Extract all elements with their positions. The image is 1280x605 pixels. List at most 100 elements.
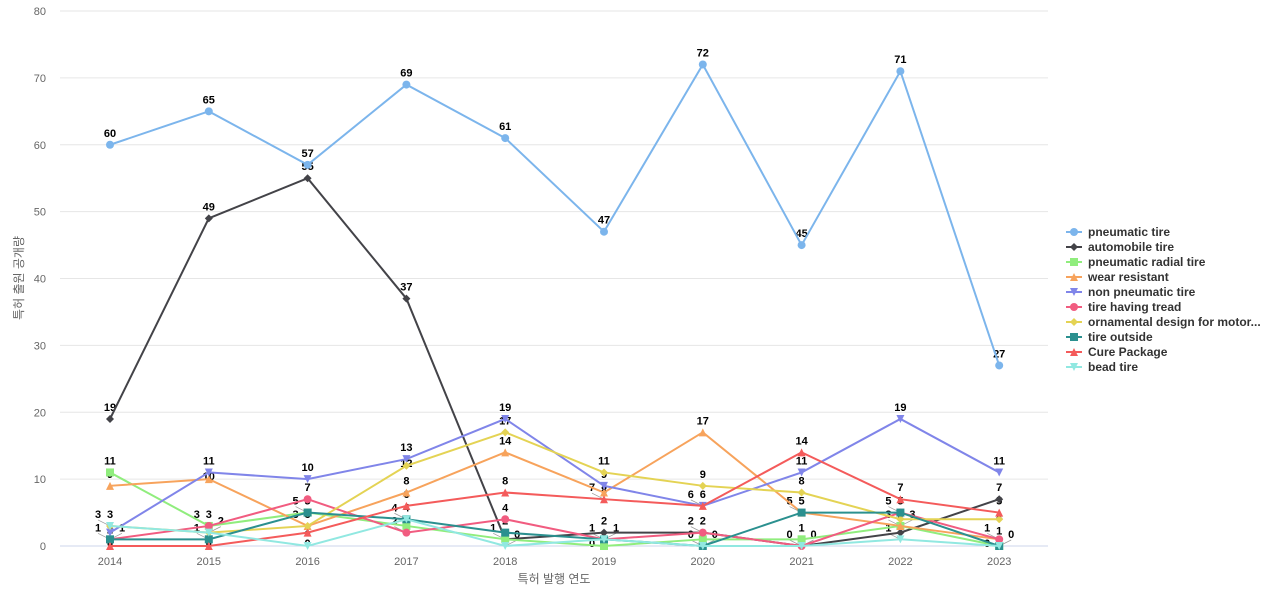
data-point[interactable] xyxy=(698,481,707,490)
data-point[interactable] xyxy=(204,542,213,550)
data-point[interactable] xyxy=(106,481,114,490)
data-point[interactable] xyxy=(204,475,213,484)
legend-item[interactable]: pneumatic tire xyxy=(1066,224,1261,239)
data-point[interactable] xyxy=(402,461,411,470)
data-point[interactable] xyxy=(303,174,312,183)
legend-label: automobile tire xyxy=(1088,239,1175,254)
data-point[interactable] xyxy=(303,495,312,504)
legend-label: tire having tread xyxy=(1088,299,1182,314)
data-point[interactable] xyxy=(600,468,608,477)
x-tick-label: 2016 xyxy=(295,556,319,568)
data-point[interactable] xyxy=(896,495,905,504)
data-point[interactable] xyxy=(501,528,510,537)
data-point[interactable] xyxy=(402,294,411,303)
data-point[interactable] xyxy=(501,535,510,544)
data-point[interactable] xyxy=(501,515,510,524)
data-point[interactable] xyxy=(896,67,905,76)
data-label: 57 xyxy=(301,148,313,160)
data-point[interactable] xyxy=(501,542,510,550)
data-point[interactable] xyxy=(106,521,114,530)
data-point[interactable] xyxy=(698,528,707,537)
data-point[interactable] xyxy=(303,528,312,537)
data-point[interactable] xyxy=(204,107,213,116)
data-point[interactable] xyxy=(402,80,411,89)
data-point[interactable] xyxy=(995,495,1004,504)
data-label: 11 xyxy=(203,455,215,467)
data-point[interactable] xyxy=(698,60,707,69)
data-point[interactable] xyxy=(896,414,905,423)
data-point[interactable] xyxy=(797,508,806,517)
data-point[interactable] xyxy=(995,515,1004,524)
data-point[interactable] xyxy=(501,414,510,423)
data-point[interactable] xyxy=(402,521,411,530)
data-point[interactable] xyxy=(698,535,707,544)
data-point[interactable] xyxy=(600,227,608,236)
data-point[interactable] xyxy=(995,361,1004,370)
data-point[interactable] xyxy=(797,241,806,250)
data-point[interactable] xyxy=(698,542,707,550)
data-label: 8 xyxy=(799,476,805,488)
data-point[interactable] xyxy=(204,214,213,223)
legend-item[interactable]: automobile tire xyxy=(1066,239,1261,254)
data-point[interactable] xyxy=(501,488,510,497)
x-tick-label: 2020 xyxy=(691,556,715,568)
legend-label: ornamental design for motor... xyxy=(1088,314,1261,329)
legend-item[interactable]: non pneumatic tire xyxy=(1066,284,1261,299)
data-point[interactable] xyxy=(896,521,905,530)
data-point[interactable] xyxy=(106,535,114,544)
data-point[interactable] xyxy=(896,535,905,544)
legend-item[interactable]: Cure Package xyxy=(1066,344,1261,359)
data-point[interactable] xyxy=(402,488,411,497)
data-point[interactable] xyxy=(600,495,608,504)
y-tick-label: 60 xyxy=(34,140,46,152)
data-point[interactable] xyxy=(797,448,806,457)
data-point[interactable] xyxy=(303,521,312,530)
data-point[interactable] xyxy=(896,515,905,524)
data-point[interactable] xyxy=(600,481,608,490)
data-point[interactable] xyxy=(600,528,608,537)
data-point[interactable] xyxy=(797,535,806,544)
data-point[interactable] xyxy=(303,508,312,517)
data-point[interactable] xyxy=(204,535,213,544)
data-point[interactable] xyxy=(995,508,1004,517)
data-point[interactable] xyxy=(402,515,411,524)
data-point[interactable] xyxy=(501,448,510,457)
data-point[interactable] xyxy=(303,475,312,484)
data-point[interactable] xyxy=(303,160,312,169)
data-point[interactable] xyxy=(995,542,1004,550)
legend-item[interactable]: ornamental design for motor... xyxy=(1066,314,1261,329)
data-point[interactable] xyxy=(303,542,312,550)
data-point[interactable] xyxy=(600,542,608,550)
legend-item[interactable]: bead tire xyxy=(1066,359,1261,374)
data-point[interactable] xyxy=(797,542,806,550)
data-point[interactable] xyxy=(797,468,806,477)
data-point[interactable] xyxy=(106,528,114,537)
data-point[interactable] xyxy=(106,468,114,477)
data-point[interactable] xyxy=(106,542,114,550)
legend-item[interactable]: pneumatic radial tire xyxy=(1066,254,1261,269)
legend-item[interactable]: wear resistant xyxy=(1066,269,1261,284)
data-point[interactable] xyxy=(896,528,905,537)
data-point[interactable] xyxy=(995,535,1004,544)
legend-item[interactable]: tire outside xyxy=(1066,329,1261,344)
data-point[interactable] xyxy=(698,428,707,437)
data-point[interactable] xyxy=(106,140,114,149)
data-point[interactable] xyxy=(106,414,114,423)
data-point[interactable] xyxy=(402,501,411,510)
data-label: 14 xyxy=(795,435,808,447)
data-point[interactable] xyxy=(600,488,608,497)
data-point[interactable] xyxy=(995,468,1004,477)
data-point[interactable] xyxy=(600,535,608,544)
data-point[interactable] xyxy=(204,528,213,537)
data-point[interactable] xyxy=(896,508,905,517)
data-point[interactable] xyxy=(402,528,411,537)
legend-item[interactable]: tire having tread xyxy=(1066,299,1261,314)
data-point[interactable] xyxy=(698,501,707,510)
data-point[interactable] xyxy=(501,134,510,143)
data-point[interactable] xyxy=(402,455,411,464)
data-point[interactable] xyxy=(204,521,213,530)
series-line xyxy=(110,451,1000,547)
data-point[interactable] xyxy=(204,468,213,477)
data-point[interactable] xyxy=(501,428,510,437)
data-point[interactable] xyxy=(797,488,806,497)
